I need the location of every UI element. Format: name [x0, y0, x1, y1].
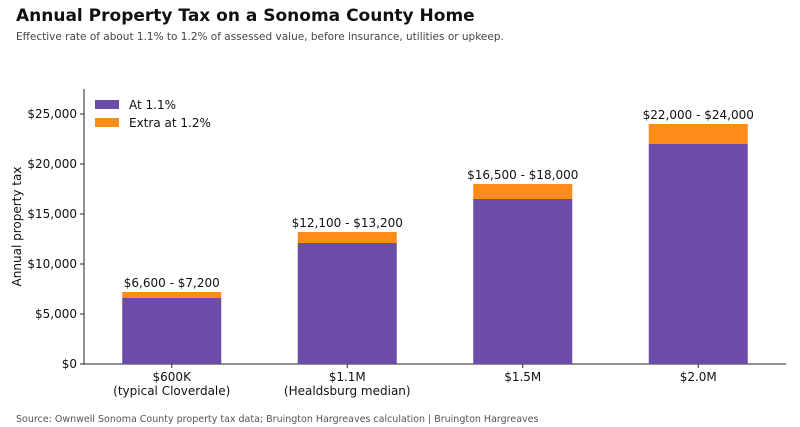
chart-title: Annual Property Tax on a Sonoma County H… — [16, 6, 475, 26]
bar-value-label: $6,600 - $7,200 — [124, 276, 220, 290]
legend-swatch — [95, 118, 119, 127]
bar-base-segment — [473, 199, 573, 364]
legend-label: At 1.1% — [129, 98, 176, 112]
y-axis-title: Annual property tax — [10, 167, 24, 287]
bar-extra-segment — [297, 232, 397, 243]
y-tick-label: $25,000 — [27, 107, 77, 121]
bar-value-label: $12,100 - $13,200 — [292, 216, 403, 230]
legend-label: Extra at 1.2% — [129, 116, 211, 130]
x-tick-label: $1.5M — [504, 370, 541, 384]
bar-base-segment — [122, 298, 222, 364]
bar-base-segment — [297, 243, 397, 364]
x-tick-label: (typical Cloverdale) — [113, 384, 230, 398]
bar-extra-segment — [648, 124, 748, 144]
bar-value-label: $22,000 - $24,000 — [643, 108, 754, 122]
source-note: Source: Ownwell Sonoma County property t… — [16, 414, 539, 425]
bar-value-label: $16,500 - $18,000 — [467, 168, 578, 182]
x-tick-label: $1.1M — [329, 370, 366, 384]
x-tick-label: $2.0M — [680, 370, 717, 384]
y-tick-label: $5,000 — [35, 307, 77, 321]
y-tick-label: $15,000 — [27, 207, 77, 221]
bar-base-segment — [648, 144, 748, 364]
bar-extra-segment — [122, 292, 222, 298]
y-tick-label: $0 — [62, 357, 77, 371]
x-tick-label: $600K — [153, 370, 193, 384]
y-tick-label: $20,000 — [27, 157, 77, 171]
bar-extra-segment — [473, 184, 573, 199]
x-tick-label: (Healdsburg median) — [284, 384, 411, 398]
y-tick-label: $10,000 — [27, 257, 77, 271]
chart-subtitle: Effective rate of about 1.1% to 1.2% of … — [16, 31, 504, 43]
legend-swatch — [95, 100, 119, 109]
